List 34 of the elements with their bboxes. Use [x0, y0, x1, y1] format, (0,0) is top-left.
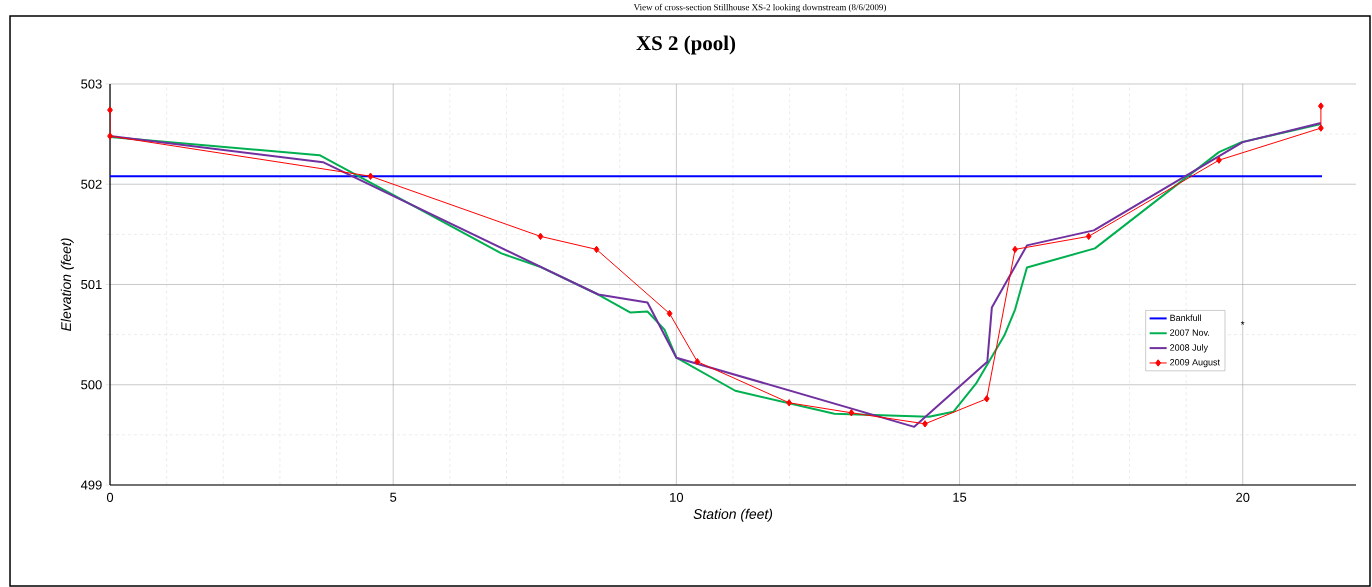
y-axis-title: Elevation (feet)	[60, 238, 74, 331]
point	[1216, 156, 1222, 164]
legend-label: Bankfull	[1170, 314, 1201, 322]
legend-label: 2007 Nov.	[1170, 329, 1210, 336]
point	[107, 106, 113, 114]
point	[694, 357, 701, 366]
legend-label: 2008 July	[1170, 344, 1208, 353]
point	[367, 172, 374, 180]
text: View of cross-section Stillhouse XS-2 looking downstream (8/6/2009)	[633, 3, 886, 13]
y-tick-label: 499	[80, 480, 102, 490]
chart-title: XS 2 (pool)	[636, 35, 736, 55]
y-tick-label: 501	[81, 279, 102, 290]
x-tick-label: 5	[390, 492, 397, 502]
point	[922, 420, 928, 428]
point	[1318, 102, 1324, 110]
x-tick-label: 20	[1236, 492, 1250, 502]
point	[1085, 232, 1092, 241]
y-tick-label: 502	[81, 179, 102, 189]
point	[1318, 124, 1324, 132]
x-tick-label: 15	[953, 492, 967, 502]
point	[848, 409, 855, 417]
point	[666, 309, 673, 318]
legend-label: 2009 August	[1170, 359, 1220, 368]
x-tick-label: 10	[670, 492, 684, 502]
annotation: *	[1240, 321, 1245, 325]
x-tick-label: 0	[106, 492, 114, 502]
x-axis-title: Station (feet)	[693, 508, 773, 522]
point	[983, 395, 990, 403]
point	[107, 132, 113, 140]
point	[786, 399, 792, 407]
y-tick-label: 503	[81, 79, 102, 89]
y-tick-label: 500	[81, 380, 102, 390]
point	[593, 245, 600, 254]
point	[537, 232, 544, 241]
